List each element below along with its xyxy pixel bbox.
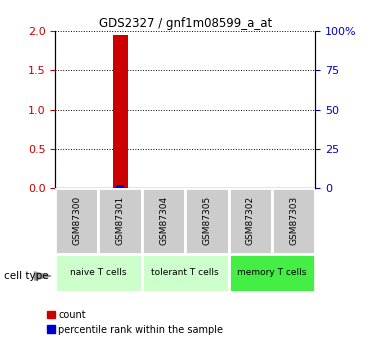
Text: naive T cells: naive T cells [70,268,127,277]
Bar [112,35,128,188]
Bar [142,254,229,292]
Text: GSM87304: GSM87304 [159,196,168,245]
Bar [142,188,185,254]
Bar [272,188,315,254]
Text: tolerant T cells: tolerant T cells [152,268,219,277]
Text: GSM87301: GSM87301 [116,196,125,245]
Text: GSM87303: GSM87303 [289,196,298,245]
Text: GSM87300: GSM87300 [72,196,81,245]
Bar [55,254,142,292]
Text: GSM87302: GSM87302 [246,196,255,245]
Polygon shape [34,272,51,280]
Bar [229,254,315,292]
Title: GDS2327 / gnf1m08599_a_at: GDS2327 / gnf1m08599_a_at [99,17,272,30]
Bar [55,188,98,254]
Text: cell type: cell type [4,271,48,281]
Legend: count, percentile rank within the sample: count, percentile rank within the sample [43,306,227,338]
Bar [116,185,124,188]
Bar [185,188,229,254]
Bar [229,188,272,254]
Text: memory T cells: memory T cells [238,268,307,277]
Text: GSM87305: GSM87305 [203,196,211,245]
Bar [98,188,142,254]
